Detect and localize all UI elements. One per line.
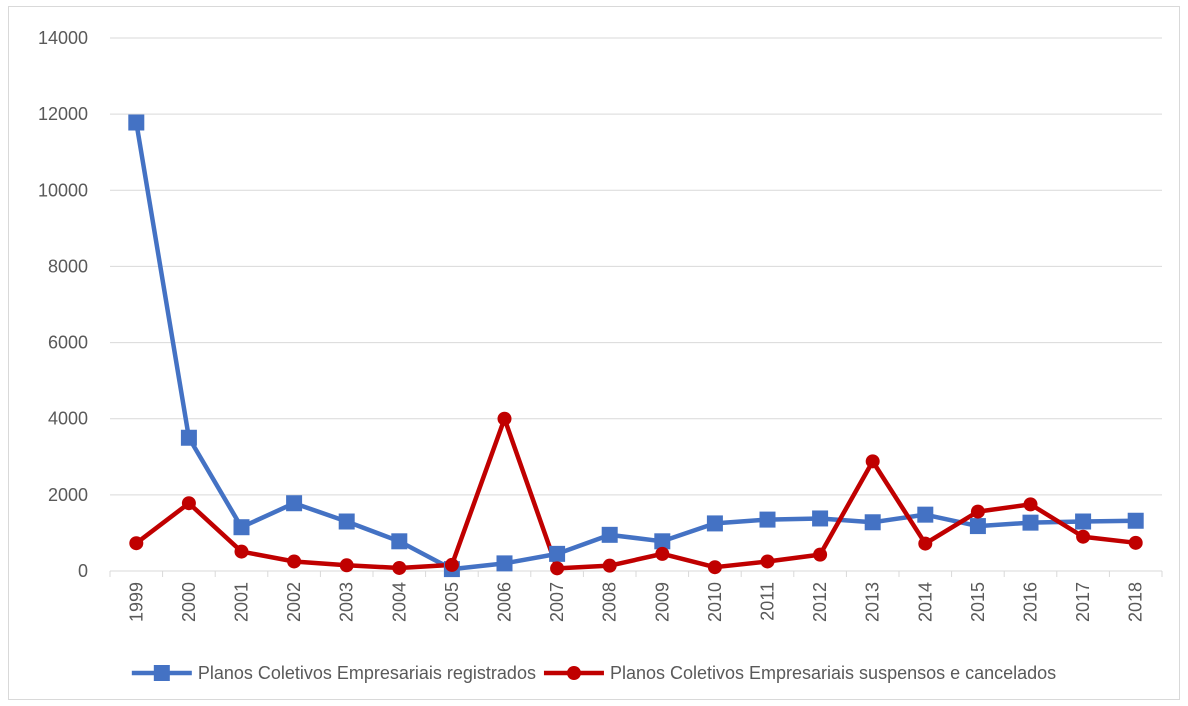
data-point-square [233, 519, 250, 536]
data-point-circle [129, 536, 144, 551]
data-point-circle [760, 554, 775, 569]
data-point-square [601, 526, 618, 543]
data-point-square [759, 511, 776, 528]
x-tick-label: 2003 [337, 582, 357, 622]
x-tick-label: 2004 [389, 582, 409, 622]
series-markers [128, 114, 1144, 578]
x-axis-ticks: 1999 2000 2001 2002 2003 2004 2005 2006 2007 2008… [109, 571, 1163, 622]
data-point-square [969, 518, 986, 535]
x-tick-label: 1999 [126, 582, 146, 622]
gridlines [110, 37, 1162, 496]
data-point-square [286, 495, 303, 512]
x-tick-label: 2007 [547, 582, 567, 622]
data-point-circle [655, 546, 670, 561]
y-tick-label: 6000 [48, 333, 88, 353]
series-lines [134, 122, 1136, 572]
legend-label-1: Planos Coletivos Empresariais registrado… [198, 663, 536, 683]
x-tick-label: 2016 [1021, 582, 1041, 622]
data-point-circle [234, 544, 249, 559]
series-line-1 [134, 122, 1136, 572]
data-point-square [706, 515, 723, 532]
data-point-square [1022, 514, 1039, 531]
data-point-square [864, 514, 881, 531]
data-point-square [128, 114, 145, 131]
data-point-circle [550, 561, 565, 576]
y-tick-label: 2000 [48, 485, 88, 505]
data-point-circle [392, 560, 407, 575]
data-point-circle [813, 547, 828, 562]
data-point-square [917, 506, 934, 523]
x-tick-label: 2006 [495, 582, 515, 622]
data-point-square [654, 533, 671, 550]
x-tick-label: 2009 [652, 582, 672, 622]
data-point-circle [970, 504, 985, 519]
y-tick-label: 10000 [38, 180, 88, 200]
data-point-circle [707, 560, 722, 575]
data-point-circle [918, 536, 933, 551]
data-point-square [180, 429, 197, 446]
y-tick-label: 0 [78, 561, 88, 581]
x-tick-label: 2012 [810, 582, 830, 622]
x-tick-label: 2013 [863, 582, 883, 622]
x-tick-label: 2015 [968, 582, 988, 622]
x-tick-label: 2000 [179, 582, 199, 622]
data-point-square [812, 510, 829, 527]
data-point-square [549, 545, 566, 562]
x-tick-label: 2010 [705, 582, 725, 622]
data-point-circle [1076, 529, 1091, 544]
legend-marker-square [153, 665, 170, 681]
chart-frame [8, 6, 1180, 700]
x-tick-label: 2018 [1126, 582, 1146, 622]
data-point-circle [444, 557, 459, 572]
legend-marker-circle [566, 666, 581, 680]
data-point-circle [287, 554, 302, 569]
x-tick-label: 2008 [600, 582, 620, 622]
series-line-2 [134, 416, 1136, 571]
x-tick-label: 2014 [915, 582, 935, 622]
data-point-circle [181, 496, 196, 511]
data-point-circle [1128, 535, 1143, 550]
x-tick-label: 2011 [758, 582, 778, 621]
y-tick-label: 12000 [38, 104, 88, 124]
y-tick-label: 14000 [38, 28, 88, 48]
legend: Planos Coletivos Empresariais registrado… [131, 663, 1056, 683]
x-tick-label: 2005 [442, 582, 462, 622]
data-point-circle [339, 558, 354, 573]
data-point-circle [865, 454, 880, 469]
x-tick-label: 2002 [284, 582, 304, 622]
data-point-square [1127, 512, 1144, 529]
data-point-square [1075, 513, 1092, 530]
y-axis-ticks: 0 2000 4000 6000 8000 10000 12000 14000 [38, 28, 88, 581]
data-point-circle [602, 558, 617, 573]
y-tick-label: 4000 [48, 409, 88, 429]
data-point-circle [1023, 497, 1038, 512]
legend-label-2: Planos Coletivos Empresariais suspensos … [610, 663, 1056, 683]
data-point-square [496, 555, 513, 572]
data-point-circle [497, 411, 512, 426]
y-tick-label: 8000 [48, 256, 88, 276]
x-tick-label: 2001 [232, 582, 252, 622]
data-point-square [391, 533, 408, 550]
x-tick-label: 2017 [1073, 582, 1093, 622]
data-point-square [338, 513, 355, 530]
